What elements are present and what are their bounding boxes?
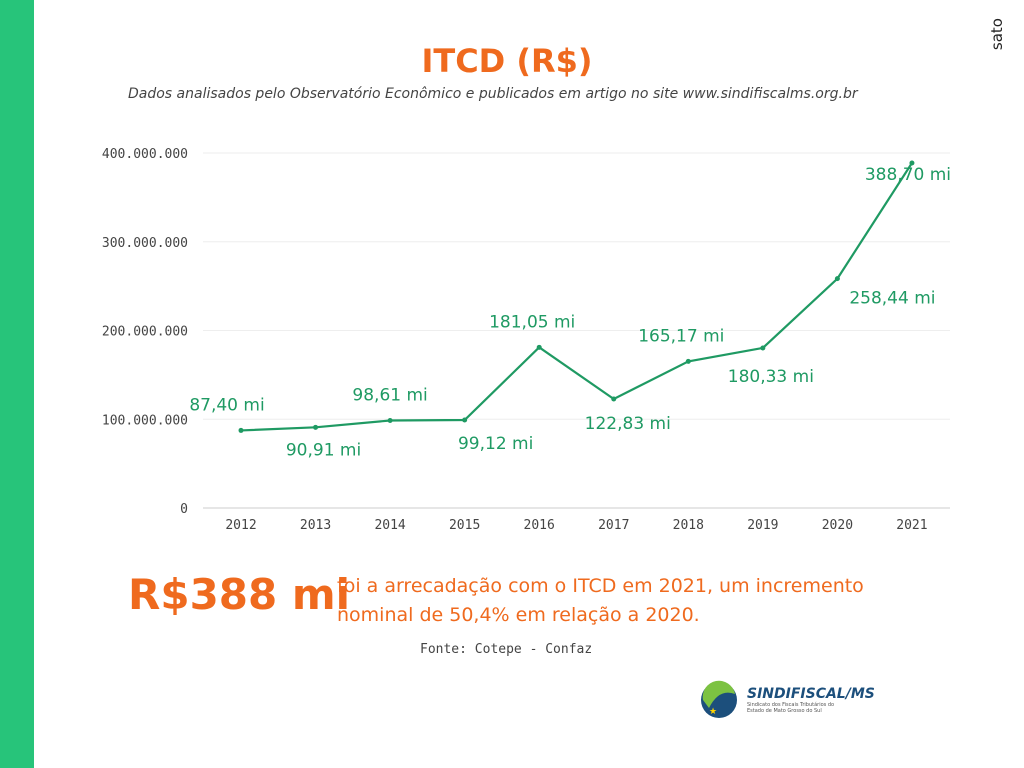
x-tick-label: 2015	[449, 518, 480, 533]
logo-tagline: Sindicato dos Fiscais Tributários do Est…	[747, 702, 835, 714]
data-label: 258,44 mi	[849, 289, 935, 309]
accent-bar	[0, 0, 34, 768]
x-tick-label: 2012	[225, 518, 256, 533]
y-tick-label: 400.000.000	[102, 147, 188, 162]
y-tick-label: 200.000.000	[102, 325, 188, 340]
y-tick-label: 0	[180, 502, 188, 517]
data-point	[387, 417, 393, 423]
data-label: 122,83 mi	[585, 414, 671, 434]
data-label: 388,70 mi	[865, 165, 951, 185]
sindifiscal-emblem-icon: ★	[701, 680, 737, 718]
source-note: Fonte: Cotepe - Confaz	[420, 642, 593, 657]
x-tick-label: 2019	[747, 518, 778, 533]
data-point	[536, 344, 542, 350]
sindifiscal-logo: ★ SINDIFISCAL/MS Sindicato dos Fiscais T…	[697, 680, 875, 720]
data-point	[611, 396, 617, 402]
line-chart: 0 100.000.000 200.000.000 300.000.000 400.00…	[102, 147, 951, 533]
data-label: 99,12 mi	[458, 434, 533, 454]
data-point	[685, 358, 691, 364]
data-label: 87,40 mi	[189, 395, 264, 415]
x-tick-label: 2013	[300, 518, 331, 533]
data-point	[462, 417, 468, 423]
data-label: 181,05 mi	[489, 312, 575, 332]
svg-text:★: ★	[709, 707, 717, 717]
data-label: 180,33 mi	[728, 367, 814, 387]
highlight-text: foi a arrecadação com o ITCD em 2021, um…	[337, 575, 864, 626]
data-label: 90,91 mi	[286, 440, 361, 460]
data-point	[238, 427, 244, 433]
y-tick-label: 300.000.000	[102, 236, 188, 251]
chart-subtitle: Dados analisados pelo Observatório Econô…	[128, 86, 858, 102]
chart-title: ITCD (R$)	[421, 42, 593, 80]
data-point	[760, 345, 766, 351]
x-tick-label: 2014	[374, 518, 405, 533]
y-tick-label: 100.000.000	[102, 413, 188, 428]
highlight-value: R$388 mi	[128, 570, 351, 619]
data-point	[313, 424, 319, 430]
data-label: 165,17 mi	[638, 326, 724, 346]
series-line	[240, 162, 913, 432]
data-point	[909, 160, 915, 166]
data-label: 98,61 mi	[352, 385, 427, 405]
x-tick-label: 2018	[673, 518, 704, 533]
x-tick-label: 2020	[822, 518, 853, 533]
x-tick-label: 2017	[598, 518, 629, 533]
x-tick-label: 2021	[896, 518, 927, 533]
x-tick-label: 2016	[524, 518, 555, 533]
logo-name: SINDIFISCAL/MS	[747, 686, 875, 702]
data-point	[834, 276, 840, 282]
